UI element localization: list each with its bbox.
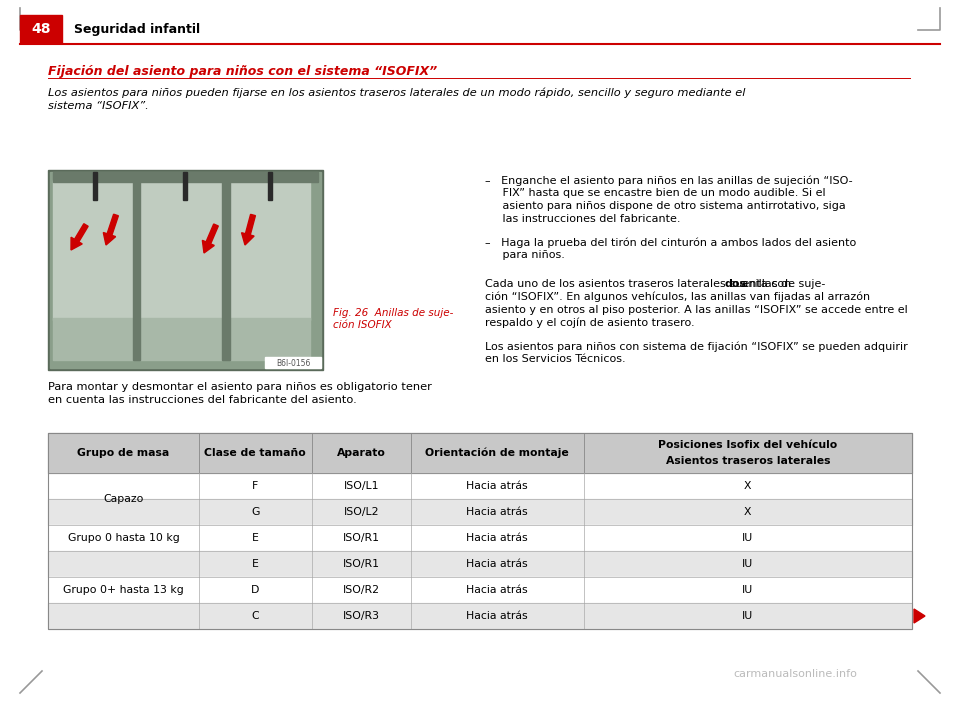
Text: Fijación del asiento para niños con el sistema “ISOFIX”: Fijación del asiento para niños con el s… — [48, 65, 437, 78]
Text: E: E — [252, 559, 259, 569]
Text: D: D — [252, 585, 259, 595]
Text: sistema “ISOFIX”.: sistema “ISOFIX”. — [48, 101, 149, 111]
Text: Capazo: Capazo — [104, 494, 144, 504]
Text: asiento y en otros al piso posterior. A las anillas “ISOFIX” se accede entre el: asiento y en otros al piso posterior. A … — [485, 305, 908, 315]
Text: ción “ISOFIX”. En algunos vehículos, las anillas van fijadas al arrazón: ción “ISOFIX”. En algunos vehículos, las… — [485, 292, 870, 303]
Bar — [48, 433, 912, 629]
Text: IU: IU — [742, 585, 754, 595]
Text: E: E — [252, 533, 259, 543]
Bar — [268, 172, 272, 200]
Bar — [140, 180, 222, 320]
Bar — [48, 603, 912, 629]
Bar — [183, 172, 187, 200]
Bar — [133, 180, 140, 360]
FancyArrow shape — [203, 224, 218, 253]
FancyArrow shape — [71, 224, 88, 250]
Text: ISO/R1: ISO/R1 — [343, 559, 380, 569]
Bar — [140, 318, 222, 360]
Text: F: F — [252, 481, 258, 491]
Text: Fig. 26  Anillas de suje-: Fig. 26 Anillas de suje- — [333, 308, 453, 318]
Text: –   Enganche el asiento para niños en las anillas de sujeción “ISO-: – Enganche el asiento para niños en las … — [485, 175, 852, 186]
Bar — [48, 499, 912, 525]
Bar — [20, 15, 62, 43]
Text: en cuenta las instrucciones del fabricante del asiento.: en cuenta las instrucciones del fabrican… — [48, 395, 357, 405]
Text: Los asientos para niños pueden fijarse en los asientos traseros laterales de un : Los asientos para niños pueden fijarse e… — [48, 88, 745, 99]
Text: respaldo y el cojín de asiento trasero.: respaldo y el cojín de asiento trasero. — [485, 318, 695, 329]
Text: FIX” hasta que se encastre bien de un modo audible. Si el: FIX” hasta que se encastre bien de un mo… — [485, 188, 826, 198]
Text: IU: IU — [742, 533, 754, 543]
Text: Hacia atrás: Hacia atrás — [467, 585, 528, 595]
Text: Orientación de montaje: Orientación de montaje — [425, 448, 569, 458]
Text: Cada uno de los asientos traseros laterales cuenta con: Cada uno de los asientos traseros latera… — [485, 279, 795, 289]
Text: Seguridad infantil: Seguridad infantil — [74, 22, 200, 36]
Text: C: C — [252, 611, 259, 621]
Text: dos: dos — [724, 279, 746, 289]
Text: ISO/L2: ISO/L2 — [344, 507, 379, 517]
Bar — [50, 172, 321, 368]
Bar — [265, 357, 321, 368]
FancyArrow shape — [104, 215, 118, 245]
Text: Hacia atrás: Hacia atrás — [467, 507, 528, 517]
Bar — [48, 551, 912, 577]
Text: Hacia atrás: Hacia atrás — [467, 611, 528, 621]
Bar — [93, 172, 97, 200]
Bar — [48, 577, 912, 603]
Text: Grupo de masa: Grupo de masa — [78, 448, 170, 458]
Text: –   Haga la prueba del tirón del cinturón a ambos lados del asiento: – Haga la prueba del tirón del cinturón … — [485, 237, 856, 247]
Text: Asientos traseros laterales: Asientos traseros laterales — [665, 456, 830, 466]
Text: X: X — [744, 507, 752, 517]
Text: 48: 48 — [32, 22, 51, 36]
Text: Para montar y desmontar el asiento para niños es obligatorio tener: Para montar y desmontar el asiento para … — [48, 382, 432, 392]
Text: ción ISOFIX: ción ISOFIX — [333, 320, 392, 330]
Text: IU: IU — [742, 559, 754, 569]
Text: Grupo 0 hasta 10 kg: Grupo 0 hasta 10 kg — [68, 533, 180, 543]
Text: B6l-0156: B6l-0156 — [276, 358, 310, 367]
Text: Grupo 0+ hasta 13 kg: Grupo 0+ hasta 13 kg — [63, 585, 184, 595]
Text: asiento para niños dispone de otro sistema antirrotativo, siga: asiento para niños dispone de otro siste… — [485, 201, 846, 211]
Text: Los asientos para niños con sistema de fijación “ISOFIX” se pueden adquirir: Los asientos para niños con sistema de f… — [485, 341, 908, 351]
Text: las instrucciones del fabricante.: las instrucciones del fabricante. — [485, 214, 681, 224]
Text: X: X — [744, 481, 752, 491]
Text: Hacia atrás: Hacia atrás — [467, 533, 528, 543]
Text: ISO/R1: ISO/R1 — [343, 533, 380, 543]
Polygon shape — [914, 609, 925, 623]
Text: Clase de tamaño: Clase de tamaño — [204, 448, 306, 458]
Bar — [48, 433, 912, 473]
Text: Posiciones Isofix del vehículo: Posiciones Isofix del vehículo — [659, 440, 837, 450]
Text: anillas de suje-: anillas de suje- — [738, 279, 826, 289]
Bar — [48, 525, 912, 551]
Text: Hacia atrás: Hacia atrás — [467, 481, 528, 491]
Bar — [53, 172, 318, 182]
Bar — [53, 180, 133, 320]
Bar — [222, 180, 230, 360]
Text: ISO/R3: ISO/R3 — [343, 611, 380, 621]
FancyArrow shape — [242, 215, 255, 245]
Text: Hacia atrás: Hacia atrás — [467, 559, 528, 569]
Text: Aparato: Aparato — [337, 448, 386, 458]
Text: para niños.: para niños. — [485, 250, 564, 260]
Bar — [48, 473, 912, 499]
Text: en los Servicios Técnicos.: en los Servicios Técnicos. — [485, 354, 626, 364]
Bar — [48, 170, 323, 370]
Text: carmanualsonline.info: carmanualsonline.info — [733, 669, 857, 679]
Text: ISO/L1: ISO/L1 — [344, 481, 379, 491]
Text: ISO/R2: ISO/R2 — [343, 585, 380, 595]
Bar — [230, 180, 310, 320]
Bar — [230, 318, 310, 360]
Text: IU: IU — [742, 611, 754, 621]
Text: G: G — [252, 507, 259, 517]
Bar — [53, 318, 133, 360]
